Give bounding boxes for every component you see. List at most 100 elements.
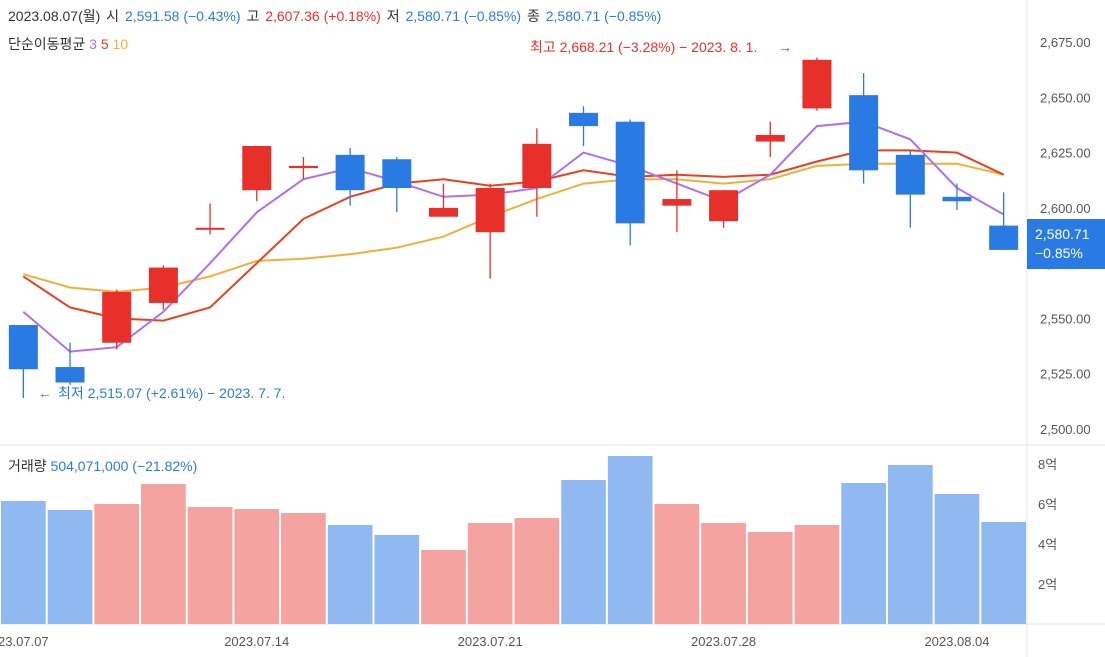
price-tick-label: 2,600.00 <box>1040 201 1091 216</box>
volume-bar <box>327 525 373 624</box>
candle-body <box>382 159 412 188</box>
volume-bar <box>841 483 886 624</box>
candle-body <box>569 112 599 127</box>
date-tick-label: 2023.07.14 <box>224 634 289 649</box>
candle[interactable] <box>569 106 599 146</box>
ma3-line <box>22 120 1005 353</box>
candle[interactable] <box>475 183 505 279</box>
candle-body <box>755 134 785 142</box>
candle[interactable] <box>288 157 318 180</box>
ma10-legend: 10 <box>112 36 129 52</box>
volume-label: 거래량 <box>8 458 47 474</box>
volume-bar <box>747 532 793 624</box>
candle-body <box>55 367 85 383</box>
last-price-value: 2,580.71 <box>1035 226 1090 242</box>
volume-axis: 2억 4억 6억 8억 <box>1038 457 1057 592</box>
volume-bar <box>374 535 420 624</box>
ma3-legend: 3 <box>89 36 97 52</box>
volume-series <box>1 456 1026 624</box>
volume-bar <box>1 501 46 624</box>
price-tick-label: 2,650.00 <box>1040 90 1091 105</box>
candle[interactable] <box>8 325 38 398</box>
volume-bar <box>514 518 560 624</box>
candle-body <box>8 325 38 370</box>
volume-bar <box>187 507 233 624</box>
volume-bar <box>94 504 140 624</box>
high-label: 고 <box>246 8 260 24</box>
high-value: 2,607.36 (+0.18%) <box>265 8 381 24</box>
date-tick-label: 23.07.07 <box>0 634 49 649</box>
ma5-line <box>22 149 1005 322</box>
candle-body <box>849 95 879 171</box>
candle-body <box>475 188 505 233</box>
candle[interactable] <box>242 146 272 202</box>
volume-bar <box>561 480 606 624</box>
candle[interactable] <box>709 190 739 228</box>
price-tick-label: 2,525.00 <box>1040 367 1091 382</box>
ma10-line <box>23 162 1004 293</box>
candle-body <box>942 196 972 202</box>
candle[interactable] <box>148 265 178 310</box>
volume-bar <box>234 509 280 624</box>
candle-body <box>335 154 365 191</box>
volume-header: 거래량 504,071,000 (−21.82%) <box>8 456 197 476</box>
candle[interactable] <box>615 119 645 246</box>
candle-body <box>522 143 552 188</box>
candle[interactable] <box>802 57 832 111</box>
volume-tick-label: 4억 <box>1038 537 1057 552</box>
candle-body <box>288 165 318 169</box>
candle[interactable] <box>335 148 365 206</box>
volume-bar <box>607 456 653 624</box>
candle-body <box>102 291 132 343</box>
volume-bar <box>654 504 700 624</box>
date-tick-label: 2023.07.28 <box>691 634 756 649</box>
candle-body <box>615 121 645 224</box>
volume-bar <box>47 510 93 624</box>
volume-bar <box>934 494 980 624</box>
candle[interactable] <box>989 192 1019 250</box>
candle-body <box>148 267 178 303</box>
ma-legend-label: 단순이동평균 <box>8 36 86 52</box>
candle[interactable] <box>102 289 132 350</box>
ma5-legend: 5 <box>100 36 109 52</box>
date-tick-label: 2023.08.04 <box>924 634 989 649</box>
open-label: 시 <box>106 8 120 24</box>
candle[interactable] <box>195 203 225 235</box>
volume-bar <box>701 523 746 624</box>
candle[interactable] <box>382 157 412 213</box>
header-date: 2023.08.07(월) <box>8 8 101 24</box>
close-label: 종 <box>526 8 540 24</box>
candle-body <box>242 146 272 191</box>
candle[interactable] <box>55 342 85 385</box>
price-tick-label: 2,550.00 <box>1040 311 1091 326</box>
candlestick-series <box>8 57 1019 398</box>
annotations: 최고 2,668.21 (−3.28%) − 2023. 8. 1. → ← 최… <box>38 39 792 401</box>
price-tick-label: 2,675.00 <box>1040 35 1091 50</box>
candle[interactable] <box>522 128 552 217</box>
candle-body <box>662 199 692 206</box>
moving-average-lines <box>22 120 1005 353</box>
volume-bar <box>794 525 840 624</box>
low-value: 2,580.71 (−0.85%) <box>405 8 522 24</box>
price-tick-label: 2,625.00 <box>1040 146 1091 161</box>
candle[interactable] <box>755 121 785 158</box>
volume-bar <box>141 484 186 624</box>
candle-body <box>895 154 925 195</box>
candle-body <box>709 190 739 222</box>
candle[interactable] <box>849 73 879 184</box>
volume-bar <box>467 523 513 624</box>
candle[interactable] <box>428 183 458 217</box>
candle-body <box>802 59 832 109</box>
high-annotation: 최고 2,668.21 (−3.28%) − 2023. 8. 1. <box>530 39 757 55</box>
volume-bar <box>281 513 326 624</box>
date-axis: 23.07.07 2023.07.14 2023.07.21 2023.07.28 20… <box>0 634 990 649</box>
candle[interactable] <box>662 170 692 233</box>
candle[interactable] <box>942 183 972 211</box>
open-value: 2,591.58 (−0.43%) <box>124 8 241 24</box>
high-arrow-icon: → <box>778 39 792 55</box>
candle[interactable] <box>895 150 925 228</box>
candle-body <box>989 225 1019 250</box>
low-annotation: 최저 2,515.07 (+2.61%) − 2023. 7. 7. <box>58 385 285 401</box>
volume-bar <box>421 550 466 624</box>
